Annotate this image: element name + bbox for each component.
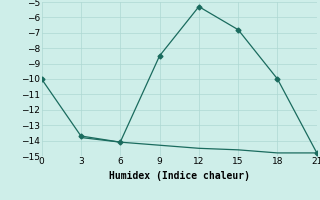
X-axis label: Humidex (Indice chaleur): Humidex (Indice chaleur) — [109, 171, 250, 181]
